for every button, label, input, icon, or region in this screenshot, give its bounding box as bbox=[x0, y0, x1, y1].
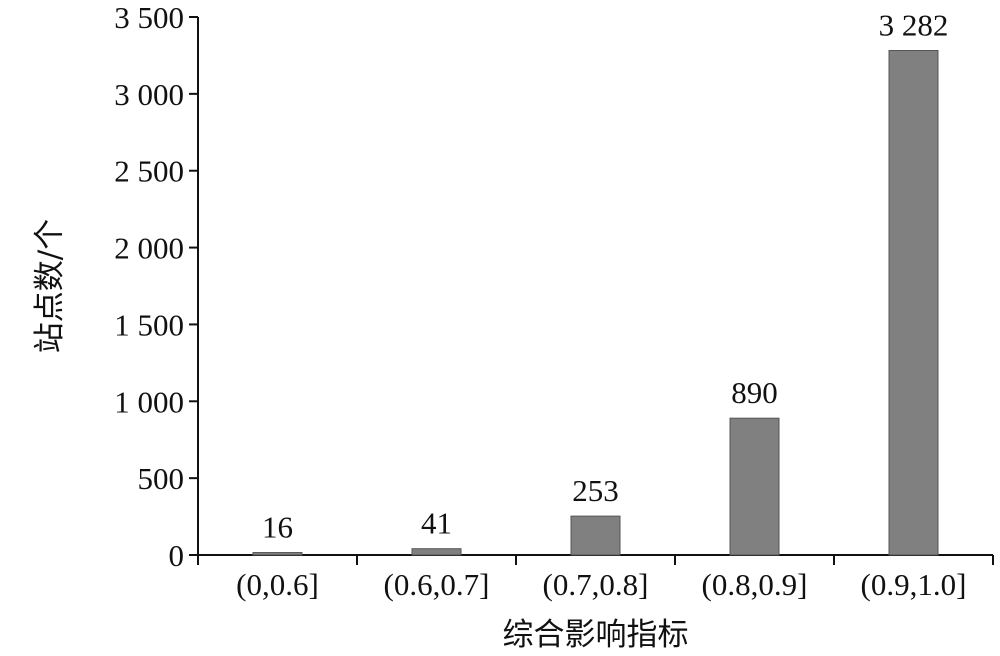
y-tick-label: 500 bbox=[138, 461, 185, 496]
x-tick-label: (0.9,1.0] bbox=[861, 567, 967, 602]
x-tick-label: (0,0.6] bbox=[236, 567, 319, 602]
y-axis: 0 500 1 000 1 500 2 000 2 500 3 000 3 500 bbox=[114, 0, 199, 573]
y-tick-label: 1 500 bbox=[114, 307, 184, 342]
data-label: 253 bbox=[572, 473, 619, 508]
y-tick-label: 1 000 bbox=[114, 384, 184, 419]
data-label: 41 bbox=[421, 506, 452, 541]
x-axis: (0,0.6] (0.6,0.7] (0.7,0.8] (0.8,0.9] (0.9,1… bbox=[197, 554, 994, 602]
data-label: 16 bbox=[262, 510, 293, 545]
bar bbox=[888, 50, 939, 556]
bar bbox=[570, 515, 621, 556]
y-axis-title: 站点数/个 bbox=[32, 219, 68, 353]
data-label: 3 282 bbox=[879, 8, 949, 43]
y-tick-label: 3 000 bbox=[114, 77, 184, 112]
x-tick-label: (0.6,0.7] bbox=[384, 567, 490, 602]
y-tick-label: 3 500 bbox=[114, 0, 184, 35]
x-tick-label: (0.7,0.8] bbox=[543, 567, 649, 602]
bar bbox=[411, 548, 462, 556]
y-tick-label: 2 500 bbox=[114, 154, 184, 189]
bar bbox=[252, 552, 303, 556]
data-labels: 16 41 253 890 3 282 bbox=[262, 8, 948, 545]
bar bbox=[729, 417, 780, 556]
data-label: 890 bbox=[731, 375, 778, 410]
x-axis-title: 综合影响指标 bbox=[503, 617, 689, 653]
x-tick-label: (0.8,0.9] bbox=[702, 567, 808, 602]
y-tick-label: 0 bbox=[169, 538, 185, 573]
y-tick-label: 2 000 bbox=[114, 231, 184, 266]
bars bbox=[252, 50, 939, 556]
